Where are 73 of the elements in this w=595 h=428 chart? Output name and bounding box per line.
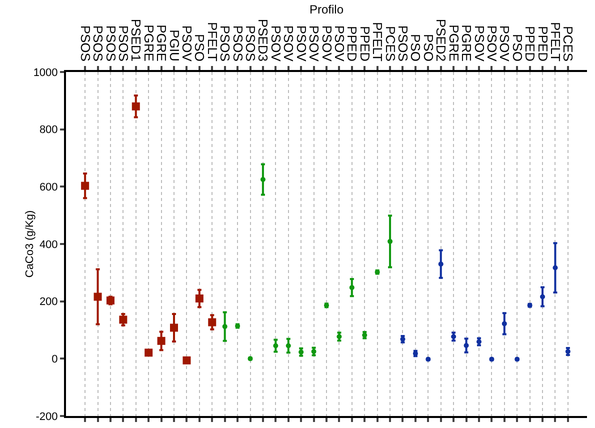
point: [298, 350, 304, 355]
x-tick-label: PSOV: [268, 25, 284, 62]
x-tick-label: PCES: [382, 26, 398, 62]
x-tick-label: PCES: [560, 26, 576, 62]
x-tick-label: PSO: [192, 34, 208, 62]
y-tick-label: 1000: [33, 66, 58, 79]
x-tick-label: PSOV: [472, 25, 487, 62]
x-tick-label: PSO: [408, 34, 424, 62]
point: [81, 182, 90, 190]
point: [311, 349, 316, 354]
point: [464, 342, 469, 348]
y-tick-label: 400: [39, 238, 58, 251]
x-tick-label: PSOS: [103, 25, 118, 62]
point: [336, 334, 342, 340]
x-axis-title: Profilo: [309, 2, 344, 17]
x-tick-label: PSOS: [396, 25, 411, 62]
point: [451, 334, 456, 340]
x-tick-label: PSO: [420, 34, 436, 62]
x-tick-label: PSOV: [306, 25, 322, 62]
point: [94, 292, 102, 301]
x-tick-label: PSOS: [78, 25, 93, 62]
point: [144, 348, 153, 357]
x-tick-label: PSOV: [497, 25, 512, 62]
point: [438, 262, 444, 267]
x-tick-label: PSOS: [90, 25, 106, 62]
y-axis-title: CaCo3 (g/Kg): [24, 210, 36, 278]
point: [132, 102, 140, 110]
x-tick-label: PFELT: [204, 22, 220, 62]
x-tick-label: PSOV: [281, 25, 296, 62]
x-tick-label: PFELT: [370, 22, 386, 62]
x-tick-label: PFELT: [548, 22, 564, 62]
point: [502, 321, 507, 326]
x-tick-label: PGRE: [154, 24, 170, 62]
x-tick-label: PSOS: [116, 25, 131, 62]
x-tick-label: PSOS: [243, 25, 258, 62]
point: [286, 343, 291, 348]
point: [170, 324, 178, 332]
point: [388, 238, 393, 244]
y-tick-label: 200: [39, 296, 58, 308]
point: [273, 343, 278, 348]
x-tick-label: PSOS: [218, 25, 233, 62]
x-tick-label: PPED: [535, 26, 550, 62]
point: [349, 285, 354, 290]
x-tick-label: PSOV: [294, 25, 309, 62]
point: [195, 294, 204, 302]
x-tick-label: PSED2: [434, 18, 449, 62]
x-tick-label: PSOV: [484, 25, 500, 62]
y-tick-label: 600: [39, 182, 58, 194]
x-tick-label: PPED: [357, 26, 372, 62]
y-tick-label: 800: [39, 124, 58, 136]
x-tick-label: PSO: [510, 34, 525, 62]
x-tick-label: PGRE: [459, 24, 474, 62]
x-tick-label: PGIU: [166, 30, 182, 62]
x-tick-label: PSOV: [179, 25, 194, 62]
point: [182, 356, 191, 364]
y-tick-label: 0: [52, 354, 58, 366]
point: [208, 318, 216, 326]
x-tick-label: PSED1: [128, 18, 144, 62]
x-tick-label: PPED: [522, 26, 538, 62]
point: [260, 177, 266, 182]
x-tick-label: PSOV: [319, 25, 334, 62]
y-tick-label: -200: [36, 410, 58, 423]
point: [540, 294, 546, 300]
x-tick-label: PSOV: [332, 25, 347, 62]
x-tick-label: PPED: [344, 26, 360, 62]
point: [552, 265, 558, 270]
point: [157, 336, 166, 345]
x-tick-label: PGRE: [141, 24, 156, 62]
x-tick-label: PSOS: [230, 25, 246, 62]
point: [119, 316, 128, 324]
x-tick-label: PGRE: [446, 24, 462, 62]
x-tick-label: PSED3: [256, 18, 271, 62]
point: [222, 324, 228, 330]
